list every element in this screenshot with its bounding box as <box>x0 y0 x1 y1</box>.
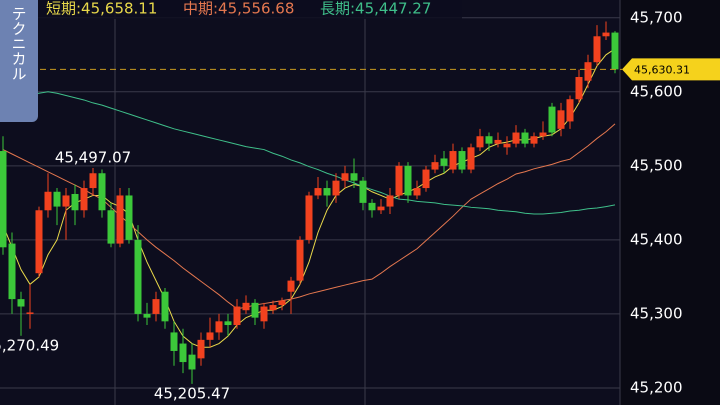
candle-body <box>287 280 295 292</box>
candle-body <box>305 195 313 240</box>
candle-body <box>206 332 214 340</box>
candle-body <box>53 191 61 207</box>
current-price-box <box>622 58 720 81</box>
y-tick-label: 45,300 <box>630 304 683 322</box>
candle-body <box>125 195 133 240</box>
candle-body <box>224 321 232 326</box>
candle-body <box>152 299 160 314</box>
candle-body <box>80 188 88 211</box>
candle-body <box>0 151 7 248</box>
candle-body <box>566 99 574 122</box>
price-annotation: 45,270.49 <box>0 336 59 354</box>
candle-body <box>260 306 268 322</box>
candle-body <box>458 151 466 170</box>
candle-body <box>548 106 556 133</box>
candle-body <box>89 173 97 189</box>
candle-body <box>341 173 349 181</box>
candle-body <box>422 169 430 189</box>
grid: 45,200 45,300 45,400 45,500 45,600 45,700 <box>0 8 683 396</box>
candle-body <box>449 151 457 170</box>
candle-body <box>35 210 43 274</box>
candle-body <box>278 300 286 306</box>
candle-body <box>26 312 34 314</box>
candle-body <box>557 110 565 129</box>
y-tick-label: 45,400 <box>630 230 683 248</box>
candle-body <box>314 188 322 196</box>
price-annotation: 45,497.07 <box>55 149 131 167</box>
candle-body <box>215 321 223 333</box>
candle-body <box>386 195 394 207</box>
candle-body <box>521 132 529 144</box>
candle-body <box>251 302 259 318</box>
candle-body <box>440 158 448 166</box>
candle-body <box>485 136 493 144</box>
candle-body <box>395 165 403 196</box>
candle-body <box>269 305 277 311</box>
legend-bg <box>38 0 462 19</box>
legend: 短期:45,658.11 中期:45,556.68 長期:45,447.27 <box>46 0 431 18</box>
candle-body <box>170 332 178 351</box>
candle-body <box>593 36 601 63</box>
y-tick-label: 45,200 <box>630 378 683 396</box>
candle-body <box>413 188 421 196</box>
candle-body <box>116 195 124 244</box>
overlay: 45,497.07 45,270.49 45,205.47 45,630.31 <box>0 58 720 402</box>
candle-body <box>332 180 340 196</box>
candle-body <box>107 210 115 244</box>
candle-body <box>368 202 376 211</box>
y-tick-label: 45,500 <box>630 156 683 174</box>
candle-body <box>62 195 70 207</box>
candle-body <box>431 162 439 170</box>
candle-body <box>494 139 502 144</box>
y-tick-label: 45,600 <box>630 82 683 100</box>
candle-body <box>377 206 385 211</box>
candle-body <box>539 132 547 137</box>
candle-body <box>575 77 583 100</box>
candle-body <box>476 136 484 148</box>
legend-entry: 中期:45,556.68 <box>183 0 294 18</box>
candle-body <box>179 343 187 363</box>
price-annotation: 45,205.47 <box>154 384 230 402</box>
candle-body <box>602 32 610 37</box>
candle-body <box>197 339 205 359</box>
candle-body <box>530 136 538 144</box>
legend-entry: 短期:45,658.11 <box>46 0 157 18</box>
candle-body <box>350 173 358 181</box>
candle-body <box>134 239 142 314</box>
ma-line <box>2 91 616 215</box>
candle-body <box>242 302 250 311</box>
candle-body <box>359 180 367 203</box>
legend-entry: 長期:45,447.27 <box>320 0 431 18</box>
y-tick-label: 45,700 <box>630 8 683 26</box>
candle-body <box>17 299 25 307</box>
candle-body <box>503 143 511 148</box>
candle-body <box>611 32 619 70</box>
candle-body <box>161 291 169 322</box>
candle-body <box>467 147 475 170</box>
candle-body <box>512 132 520 144</box>
candle-body <box>584 62 592 81</box>
current-price-label: 45,630.31 <box>634 63 690 76</box>
candle-body <box>143 313 151 318</box>
candle-body <box>188 354 196 370</box>
candle-body <box>323 188 331 196</box>
candles <box>0 21 619 384</box>
candle-body <box>233 306 241 326</box>
technical-tab[interactable]: テクニカル <box>0 0 38 122</box>
candle-body <box>404 165 412 196</box>
candle-body <box>44 191 52 211</box>
candle-body <box>296 239 304 281</box>
candle-body <box>71 193 79 211</box>
candle-body <box>98 173 106 211</box>
candle-body <box>8 243 16 300</box>
